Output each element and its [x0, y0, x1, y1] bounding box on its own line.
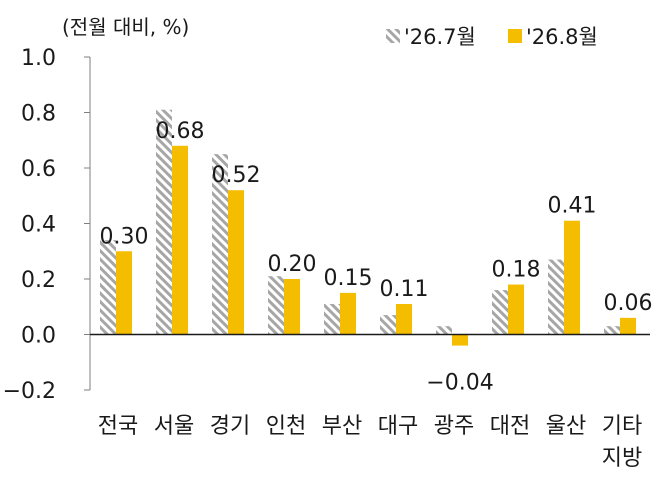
data-label-0: 0.30: [100, 224, 149, 249]
data-label-3: 0.20: [268, 252, 317, 277]
bar-aug-1: [172, 145, 188, 335]
bar-jul-0: [100, 240, 116, 335]
category-label-9: 기타 지방: [602, 414, 642, 471]
category-label-3: 인천: [266, 414, 306, 439]
data-label-7: 0.18: [492, 258, 541, 283]
bar-aug-0: [116, 251, 132, 335]
category-label-2: 경기: [210, 414, 250, 439]
data-labels: 0.30 0.68 0.52 0.20 0.15 0.11 −0.04 0.18 0.41 0.0…: [100, 119, 653, 396]
category-label-8: 울산: [546, 414, 586, 439]
y-axis: −0.2 0.0 0.2 0.4 0.6 0.8 1.0: [3, 46, 90, 404]
unit-label: (전월 대비, %): [62, 15, 189, 39]
bar-aug-8: [564, 220, 580, 335]
data-label-4: 0.15: [324, 266, 373, 291]
category-label-7: 대전: [490, 414, 530, 439]
bar-aug-6: [452, 334, 468, 346]
bar-jul-9: [604, 326, 620, 335]
bar-aug-5: [396, 303, 412, 335]
bar-jul-1: [156, 109, 172, 335]
data-label-2: 0.52: [212, 163, 261, 188]
category-label-5: 대구: [378, 414, 418, 439]
bar-aug-4: [340, 292, 356, 335]
category-label-4: 부산: [322, 414, 362, 439]
bar-jul-6: [436, 326, 452, 335]
bar-aug-2: [228, 190, 244, 335]
data-label-6: −0.04: [426, 371, 493, 396]
bar-jul-2: [212, 154, 228, 335]
data-label-1: 0.68: [156, 119, 205, 144]
y-tick-label: 0.8: [21, 102, 56, 127]
category-label-1: 서울: [154, 414, 194, 439]
bar-jul-5: [380, 315, 396, 335]
y-tick-label: 0.6: [21, 157, 56, 182]
data-label-8: 0.41: [548, 194, 597, 219]
legend: '26.7월 '26.8월: [386, 25, 598, 49]
legend-swatch-jul: [386, 29, 400, 43]
y-tick-label: 0.4: [21, 213, 56, 238]
bar-jul-8: [548, 259, 564, 335]
bar-jul-3: [268, 276, 284, 335]
bar-jul-4: [324, 303, 340, 335]
data-label-5: 0.11: [380, 277, 429, 302]
bar-aug-9: [620, 317, 636, 335]
category-label-0: 전국: [98, 414, 138, 439]
bar-aug-7: [508, 284, 524, 335]
category-label-6: 광주: [434, 414, 474, 439]
legend-label-aug: '26.8월: [526, 25, 598, 49]
y-tick-label: −0.2: [3, 379, 56, 404]
y-tick-label: 0.0: [21, 324, 56, 349]
bar-jul-7: [492, 290, 508, 335]
bars: [100, 109, 636, 346]
legend-swatch-aug: [508, 29, 522, 43]
y-tick-label: 1.0: [21, 46, 56, 71]
data-label-9: 0.06: [604, 291, 653, 316]
x-axis-labels: 전국 서울 경기 인천 부산 대구 광주 대전 울산 기타 지방: [98, 414, 642, 471]
y-tick-label: 0.2: [21, 268, 56, 293]
bar-aug-3: [284, 279, 300, 335]
legend-label-jul: '26.7월: [404, 25, 476, 49]
